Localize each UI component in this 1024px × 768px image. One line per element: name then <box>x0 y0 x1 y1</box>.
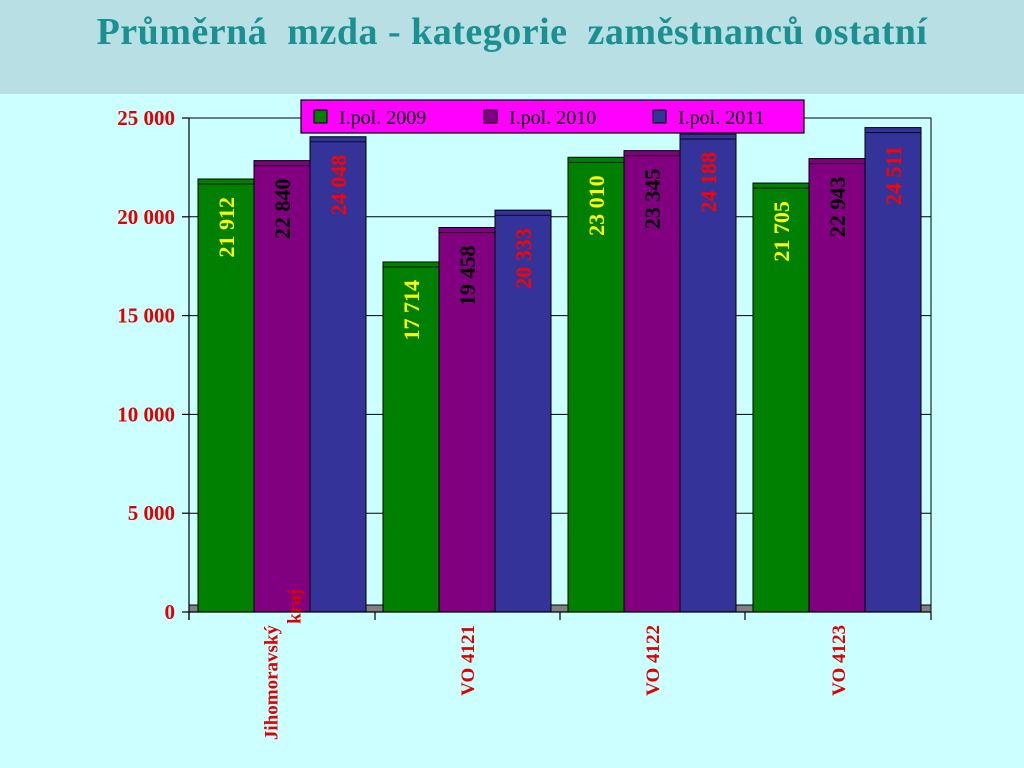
bar <box>864 127 922 613</box>
legend-box <box>300 99 805 134</box>
y-tick-label: 15 000 <box>117 304 175 328</box>
title-bar <box>0 0 1024 94</box>
y-tick-label: 5 000 <box>128 501 175 525</box>
x-category-text: VO 4122 <box>643 625 664 696</box>
data-label: 19 458 <box>455 246 480 307</box>
data-label: 17 714 <box>399 280 424 341</box>
bar <box>623 150 681 613</box>
x-category-label: VO 4121 <box>458 625 479 696</box>
bar <box>309 136 367 613</box>
legend-swatch <box>652 109 667 124</box>
legend-label: I.pol. 2010 <box>509 107 596 129</box>
y-tick-label: 0 <box>165 600 176 624</box>
axes: 0 5 000 10 000 15 000 20 000 25 000 Jihomoravs… <box>117 106 932 740</box>
bar-top <box>494 209 552 216</box>
bar-top <box>679 133 737 140</box>
legend-label: I.pol. 2009 <box>339 107 426 129</box>
bar <box>679 133 737 613</box>
data-label: 20 333 <box>511 228 536 288</box>
bar-top <box>382 261 440 268</box>
legend-swatch <box>483 109 498 124</box>
data-label: 21 705 <box>769 201 794 261</box>
legend: I.pol. 2009 I.pol. 2010 I.pol. 2011 <box>300 99 805 134</box>
bar-top <box>752 182 810 189</box>
legend-swatch <box>313 109 328 124</box>
x-category-label: VO 4122 <box>643 625 664 696</box>
x-category-text: VO 4123 <box>829 625 850 696</box>
data-label: 23 010 <box>584 175 609 236</box>
x-category-label: VO 4123 <box>829 625 850 696</box>
bars <box>197 127 922 613</box>
bar-top <box>309 136 367 143</box>
bar <box>438 227 496 613</box>
data-label: 24 048 <box>326 155 351 216</box>
bar-top <box>567 156 625 163</box>
bar-top <box>808 158 866 165</box>
data-label: 23 345 <box>640 169 665 230</box>
x-category-text: VO 4121 <box>458 625 479 696</box>
bar <box>253 160 311 613</box>
bar <box>808 158 866 613</box>
data-label: 22 840 <box>270 179 295 240</box>
slide-title: Průměrná mzda - kategorie zaměstnanců os… <box>96 11 928 53</box>
bar-top <box>253 160 311 167</box>
bar <box>382 261 440 613</box>
bar <box>494 209 552 613</box>
bar <box>197 178 255 613</box>
bar-top <box>864 127 922 134</box>
data-label: 22 943 <box>825 177 850 238</box>
bar-top <box>197 178 255 185</box>
y-tick-label: 20 000 <box>117 205 175 229</box>
bar-top <box>438 227 496 233</box>
bar-top <box>623 150 681 157</box>
data-label: 21 912 <box>214 197 239 257</box>
data-label: 24 188 <box>696 152 721 213</box>
data-labels: 21 912 17 714 23 010 21 705 22 840 19 458 23 3… <box>214 146 906 341</box>
y-tick-label: 10 000 <box>117 402 175 426</box>
x-category-text: Jihomoravský <box>262 625 283 741</box>
legend-label: I.pol. 2011 <box>678 107 764 129</box>
bar <box>567 156 625 613</box>
data-label: 24 511 <box>881 146 906 205</box>
y-tick-label: 25 000 <box>117 106 175 130</box>
x-category-text: kraj <box>285 589 306 624</box>
